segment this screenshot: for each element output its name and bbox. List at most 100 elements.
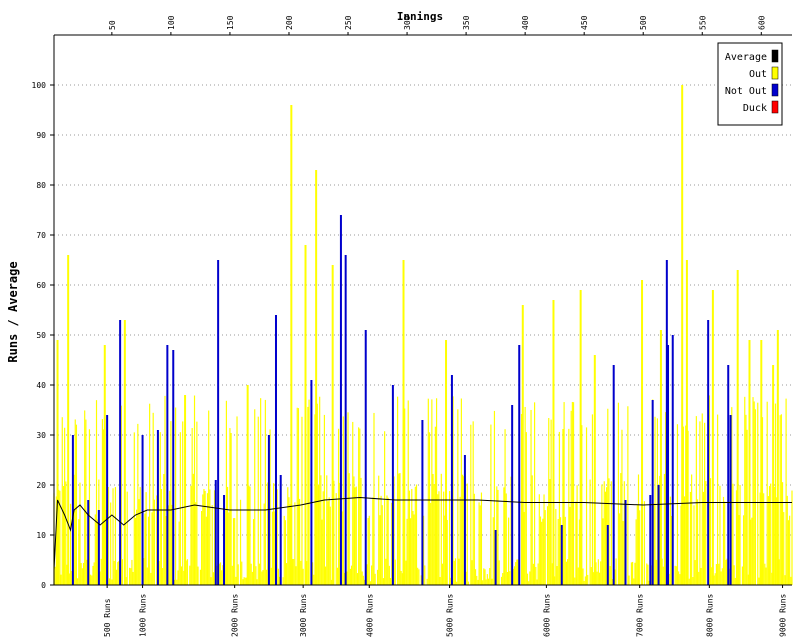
bar-out [136,509,138,585]
bar-out [273,483,275,585]
bar-out [75,424,78,585]
bar-out [248,485,250,585]
bar-not-out [606,525,609,585]
bar-out [543,494,545,585]
bar-not-out [166,345,169,585]
bar-out [460,398,462,585]
bar-out [269,429,271,585]
bar-out [593,355,596,585]
bar-out [457,409,459,585]
bar-out [84,410,86,585]
bar-out [623,481,625,585]
bar-out [714,573,716,585]
bar-out [683,496,686,585]
bar-out [753,401,755,585]
bar-out [628,575,630,585]
bar-out [558,431,560,585]
bar-out [380,495,382,585]
y-tick-label: 100 [32,81,47,90]
bar-out [159,432,161,585]
bar-out [250,563,252,585]
bar-out [574,577,576,585]
bar-out [661,558,663,585]
bar-out [732,483,734,585]
bar-out [555,508,557,585]
y-tick-label: 10 [36,531,46,540]
bar-out [406,518,408,585]
bar-out [177,570,179,585]
bar-out [417,567,419,585]
bar-out [776,497,778,585]
bar-out [282,577,284,585]
bar-out [413,514,415,585]
bar-out [448,491,451,585]
bar-out [637,474,640,585]
bar-out [126,491,128,585]
bar-out [81,568,83,585]
bar-out [186,559,189,585]
innings-tick-label: 350 [462,15,471,30]
bar-out [506,572,509,585]
bar-out [746,429,748,585]
bar-not-out [707,320,710,585]
bar-out [402,260,405,585]
bar-out [568,428,570,585]
bar-out [789,515,791,585]
bar-out [201,511,203,585]
bar-out [343,572,346,585]
bar-out [251,571,253,585]
bar-out [443,491,445,585]
bar-out [160,489,163,585]
bar-out [434,426,436,585]
bar-out [385,558,387,585]
bar-out [531,475,533,585]
y-tick-label: 50 [36,331,46,340]
bar-out [379,515,381,585]
bar-out [58,489,60,585]
bar-out [197,566,199,585]
bar-out [349,568,351,585]
bar-out [297,408,300,585]
bar-out [350,565,353,585]
bar-out [405,560,407,585]
bar-out [536,579,538,585]
bar-out [791,490,793,585]
bar-out [635,519,637,585]
bar-out [73,474,75,585]
legend-label: Duck [743,103,767,114]
bar-out [158,561,160,585]
bar-out [529,571,531,585]
bar-out [218,563,220,585]
bar-out [738,515,740,585]
bar-out [378,475,380,585]
bar-out [438,491,440,585]
bar-not-out [310,380,313,585]
bar-out [754,409,756,585]
bar-out [523,511,525,585]
bar-out [718,563,720,585]
bar-out [162,568,164,585]
bar-not-out [421,420,424,585]
bar-out [456,581,458,585]
bar-out [354,487,356,585]
bar-out [713,575,715,585]
bar-out [342,416,344,585]
bar-out [415,484,418,585]
legend-label: Average [725,52,767,63]
bar-out [728,568,731,585]
bar-out [288,497,290,585]
bar-out [65,481,67,585]
bar-out [711,567,713,585]
bar-out [533,402,536,585]
bar-out [330,579,333,585]
bar-out [295,566,297,585]
bar-not-out [727,365,730,585]
bar-out [324,566,327,585]
bar-out [437,494,439,585]
bar-out [302,568,304,585]
bar-out [569,506,571,585]
bar-out [79,482,81,585]
bar-out [496,486,498,585]
bar-out [537,563,539,585]
innings-tick-label: 50 [108,20,117,30]
